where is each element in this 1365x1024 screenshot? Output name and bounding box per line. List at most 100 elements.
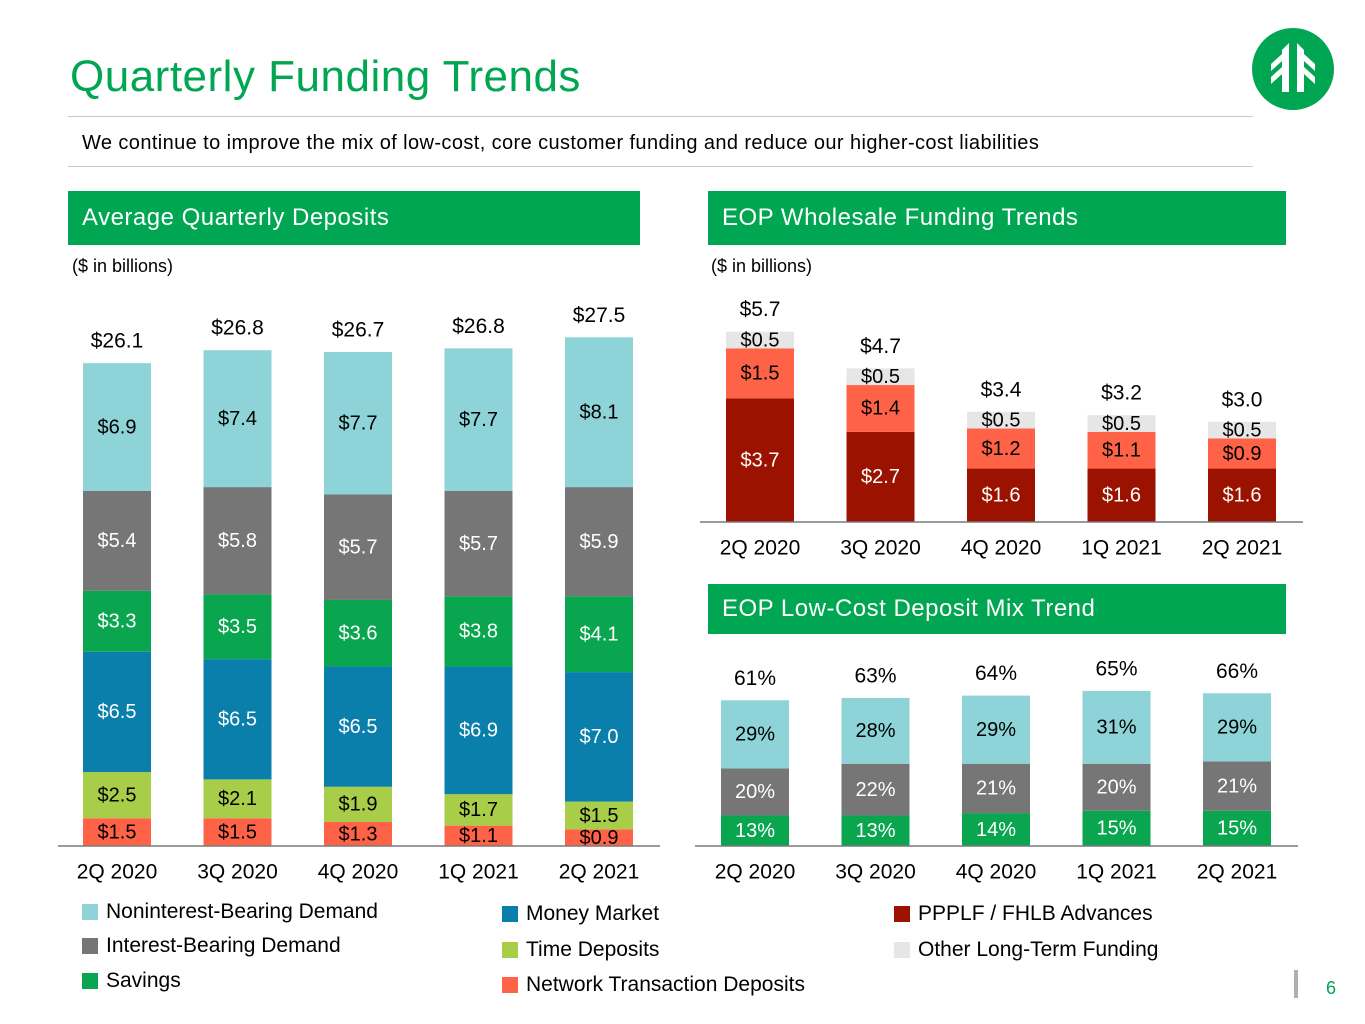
- mix-data-label: 21%: [976, 778, 1016, 800]
- legend-label: Money Market: [526, 902, 660, 925]
- deposits-unit-label: ($ in billions): [72, 256, 174, 276]
- deposits-bar-savings-2: [324, 599, 392, 667]
- mix-bar-noninterest-bearing-demand-3: [1082, 690, 1151, 764]
- deposits-data-label: $7.0: [580, 726, 619, 748]
- mix-total-label: 63%: [854, 664, 896, 687]
- mix-bar-savings-3: [1082, 810, 1151, 846]
- deposits-bar-noninterest-bearing-demand-1: [203, 350, 272, 488]
- deposits-category-label: 2Q 2021: [559, 861, 640, 884]
- deposits-data-label: $2.5: [98, 784, 137, 806]
- deposits-data-label: $0.9: [580, 827, 619, 849]
- wholesale-data-label: $0.5: [861, 366, 900, 388]
- legend-item: Money Market: [502, 902, 659, 926]
- wholesale-bar-ppplf-fhlb-advances-3: [1087, 468, 1156, 522]
- deposits-data-label: $1.7: [459, 799, 498, 821]
- deposits-data-label: $3.5: [218, 616, 257, 638]
- page-number-bar: [1294, 970, 1298, 998]
- mix-data-label: 15%: [1217, 818, 1257, 840]
- wholesale-bar-network-transaction-deposits-3: [1087, 431, 1156, 469]
- deposits-bar-time-deposits-3: [444, 794, 513, 826]
- deposits-bar-savings-3: [444, 596, 513, 667]
- mix-bar-noninterest-bearing-demand-0: [721, 700, 789, 769]
- mix-bar-savings-1: [841, 815, 910, 846]
- wholesale-bar-ppplf-fhlb-advances-2: [967, 468, 1035, 522]
- mix-data-label: 29%: [735, 724, 775, 746]
- mix-category-label: 1Q 2021: [1076, 861, 1157, 884]
- wholesale-total-label: $3.4: [981, 378, 1022, 401]
- deposits-bar-noninterest-bearing-demand-2: [324, 352, 392, 495]
- wholesale-data-label: $0.5: [1223, 419, 1262, 441]
- deposits-bar-time-deposits-2: [324, 786, 392, 822]
- wholesale-data-label: $0.5: [1102, 413, 1141, 435]
- mix-bar-interest-bearing-demand-4: [1203, 761, 1271, 811]
- wholesale-total-label: $5.7: [740, 298, 781, 321]
- mix-data-label: 20%: [1096, 777, 1136, 799]
- mix-data-label: 29%: [976, 719, 1016, 741]
- deposits-bar-interest-bearing-demand-2: [324, 494, 392, 600]
- deposits-category-label: 4Q 2020: [318, 861, 399, 884]
- mix-bar-interest-bearing-demand-0: [721, 768, 789, 816]
- legend-swatch: [894, 942, 910, 958]
- wholesale-data-label: $1.6: [1223, 485, 1262, 507]
- deposits-data-label: $1.5: [218, 821, 257, 843]
- page-subtitle: We continue to improve the mix of low-co…: [82, 132, 1040, 154]
- wholesale-bar-network-transaction-deposits-1: [846, 385, 915, 432]
- wholesale-bar-other-long-term-funding-0: [726, 331, 794, 349]
- deposits-bar-time-deposits-4: [565, 801, 633, 830]
- subtitle-divider: [68, 166, 1253, 167]
- deposits-data-label: $1.5: [98, 821, 137, 843]
- wholesale-bar-ppplf-fhlb-advances-1: [846, 431, 915, 522]
- deposits-total-label: $27.5: [573, 304, 626, 327]
- wholesale-data-label: $0.9: [1223, 443, 1262, 465]
- legend-label: Savings: [106, 969, 181, 992]
- legend-swatch: [82, 904, 98, 920]
- wholesale-total-label: $3.0: [1222, 388, 1263, 411]
- mix-data-label: 28%: [855, 720, 895, 742]
- deposits-data-label: $4.1: [580, 623, 619, 645]
- mix-bar-interest-bearing-demand-2: [962, 763, 1030, 814]
- legend-swatch: [82, 938, 98, 954]
- mix-bar-noninterest-bearing-demand-1: [841, 697, 910, 764]
- mix-category-label: 3Q 2020: [835, 861, 916, 884]
- deposits-bar-noninterest-bearing-demand-0: [83, 363, 151, 491]
- mix-data-label: 21%: [1217, 775, 1257, 797]
- wholesale-total-label: $4.7: [860, 335, 901, 358]
- mix-category-label: 2Q 2021: [1197, 861, 1278, 884]
- deposits-data-label: $5.9: [580, 531, 619, 553]
- deposits-bar-network-transaction-deposits-3: [444, 825, 513, 846]
- deposits-data-label: $7.4: [218, 408, 257, 430]
- deposits-bar-interest-bearing-demand-1: [203, 487, 272, 595]
- wholesale-total-label: $3.2: [1101, 382, 1142, 405]
- mix-bar-savings-0: [721, 815, 789, 846]
- legend-item: Network Transaction Deposits: [502, 973, 805, 997]
- mix-total-label: 61%: [734, 667, 776, 690]
- deposits-panel-header: Average Quarterly Deposits: [68, 191, 640, 245]
- mix-panel-header: EOP Low-Cost Deposit Mix Trend: [708, 584, 1286, 634]
- wholesale-bar-ppplf-fhlb-advances-0: [726, 398, 794, 522]
- deposits-data-label: $7.7: [459, 409, 498, 431]
- deposits-total-label: $26.1: [91, 330, 144, 353]
- mix-bar-interest-bearing-demand-3: [1082, 763, 1151, 811]
- deposits-bar-network-transaction-deposits-4: [565, 829, 633, 846]
- deposits-data-label: $2.1: [218, 788, 257, 810]
- wholesale-category-label: 4Q 2020: [961, 537, 1042, 560]
- mix-total-label: 64%: [975, 662, 1017, 685]
- deposits-data-label: $6.9: [98, 416, 137, 438]
- deposits-category-label: 3Q 2020: [197, 861, 278, 884]
- legend-swatch: [502, 906, 518, 922]
- deposits-data-label: $5.7: [339, 537, 378, 559]
- wholesale-data-label: $2.7: [861, 466, 900, 488]
- deposits-bar-savings-1: [203, 594, 272, 660]
- legend-item: Interest-Bearing Demand: [82, 934, 341, 958]
- mix-data-label: 13%: [735, 820, 775, 842]
- deposits-bar-noninterest-bearing-demand-4: [565, 337, 633, 488]
- deposits-data-label: $6.5: [98, 701, 137, 723]
- mix-category-label: 2Q 2020: [715, 861, 796, 884]
- deposits-data-label: $6.5: [218, 709, 257, 731]
- mix-bar-savings-2: [962, 813, 1030, 846]
- deposits-total-label: $26.8: [452, 315, 505, 338]
- legend-label: Noninterest-Bearing Demand: [106, 900, 378, 923]
- deposits-data-label: $3.8: [459, 621, 498, 643]
- wholesale-data-label: $0.5: [741, 329, 780, 351]
